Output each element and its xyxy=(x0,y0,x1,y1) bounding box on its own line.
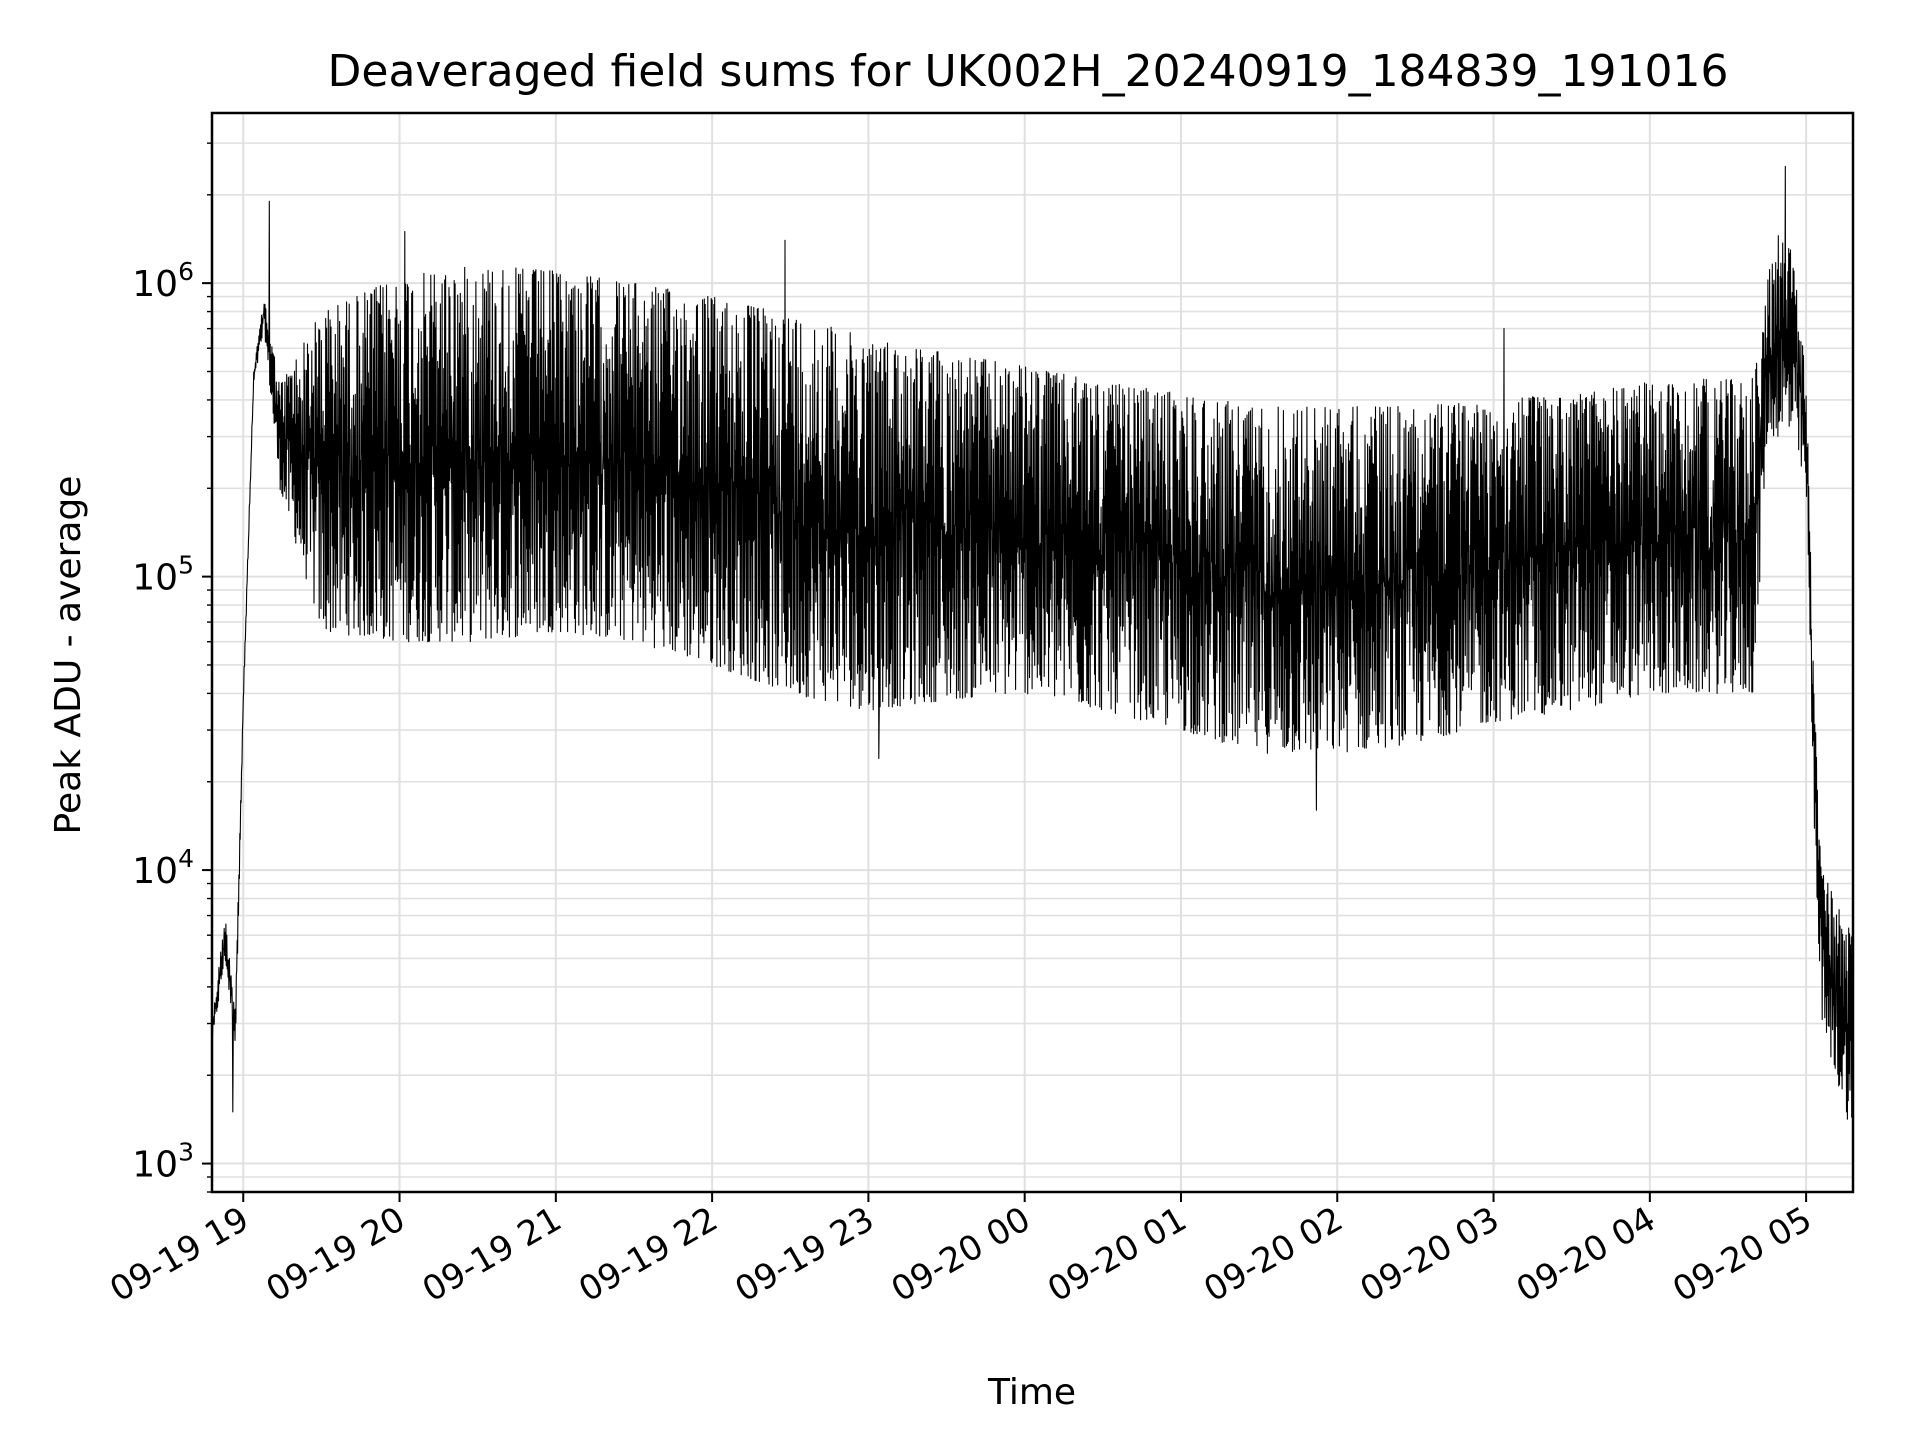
y-tick-label: 103 xyxy=(132,1138,194,1186)
y-tick-base: 10 xyxy=(132,851,178,892)
chart-title: Deaveraged field sums for UK002H_2024091… xyxy=(328,46,1729,97)
y-tick-label: 106 xyxy=(132,257,194,305)
y-tick-label: 104 xyxy=(132,844,194,892)
y-tick-base: 10 xyxy=(132,558,178,599)
y-tick-base: 10 xyxy=(132,1145,178,1186)
data-series xyxy=(211,165,1854,1120)
y-tick-exponent: 4 xyxy=(178,844,194,873)
y-tick-exponent: 6 xyxy=(178,257,194,286)
y-tick-exponent: 5 xyxy=(178,551,194,580)
x-axis-label: Time xyxy=(987,1372,1076,1413)
y-tick-base: 10 xyxy=(132,264,178,305)
series-line xyxy=(211,165,1854,1120)
y-axis-label: Peak ADU - average xyxy=(48,476,89,835)
plot-frame xyxy=(210,111,1855,1194)
y-tick-label: 105 xyxy=(132,551,194,599)
y-tick-exponent: 3 xyxy=(178,1138,194,1167)
